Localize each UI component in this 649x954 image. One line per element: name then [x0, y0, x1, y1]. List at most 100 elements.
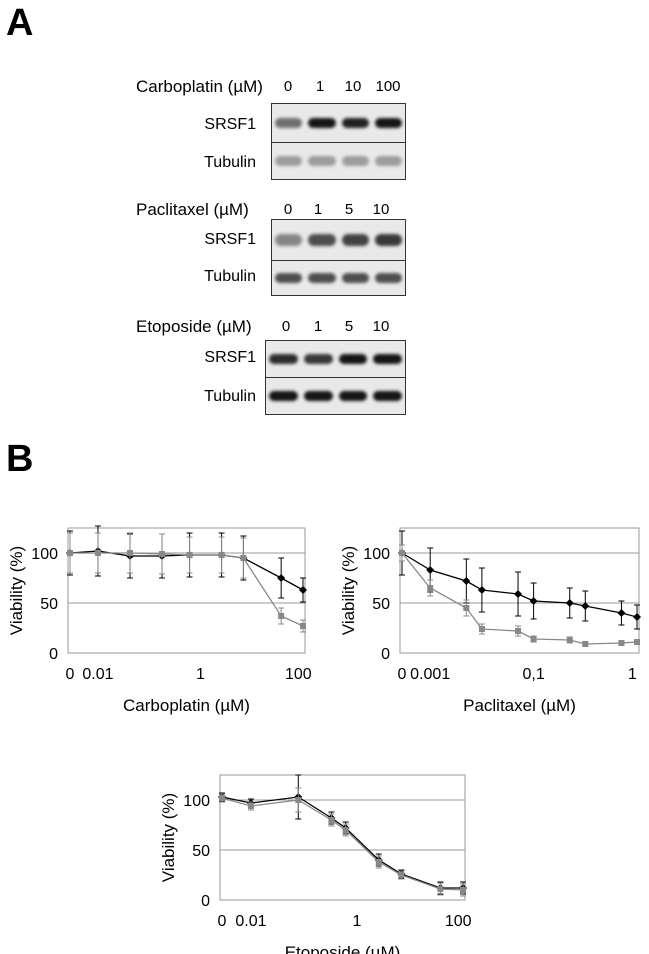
- y-tick-label: 0: [201, 893, 210, 910]
- data-point: [437, 886, 444, 892]
- series-line: [401, 552, 638, 618]
- data-point: [186, 552, 193, 558]
- blot-band: [373, 390, 402, 402]
- viability-chart-carboplatin: 0 50 100 0 0.01 1 100 Carboplatin (µM) Viability…: [7, 525, 312, 715]
- data-point: [566, 637, 573, 643]
- data-point: [300, 623, 306, 629]
- x-axis-label: Carboplatin (µM): [123, 696, 250, 715]
- data-point: [565, 599, 574, 607]
- blot-band: [308, 234, 336, 246]
- data-point: [240, 555, 247, 561]
- data-point: [219, 795, 225, 801]
- blot-etoposide-row-label: SRSF1: [204, 349, 256, 366]
- blot-band: [308, 117, 336, 129]
- data-point: [633, 613, 641, 621]
- blot-etoposide-drug-label: Etoposide (µM): [136, 317, 252, 336]
- x-tick-label: 100: [285, 666, 312, 683]
- data-point: [634, 639, 640, 645]
- y-axis-label: Viability (%): [7, 546, 26, 635]
- data-point: [299, 586, 307, 594]
- blot-etoposide-row-label: Tubulin: [204, 388, 256, 405]
- data-point: [478, 626, 485, 632]
- data-point: [398, 872, 405, 878]
- series-line: [401, 552, 638, 645]
- blot-carboplatin-row-label: SRSF1: [204, 116, 256, 133]
- data-point: [399, 550, 405, 556]
- blot-paclitaxel-srsf1-image: [271, 219, 406, 261]
- data-point: [278, 613, 285, 619]
- blot-paclitaxel-dose: 0: [283, 201, 293, 218]
- blot-band: [341, 117, 369, 129]
- blot-carboplatin-dose: 0: [283, 78, 293, 95]
- data-point: [247, 803, 254, 809]
- x-tick-label: 0.01: [82, 666, 113, 683]
- data-point: [462, 577, 471, 585]
- data-point: [582, 641, 589, 647]
- blot-etoposide-dose: 10: [372, 318, 390, 335]
- y-tick-label: 50: [192, 843, 210, 860]
- blot-paclitaxel-dose: 5: [344, 201, 354, 218]
- blot-band: [374, 117, 402, 129]
- x-tick-label: 1: [353, 913, 362, 930]
- blot-band: [341, 273, 369, 283]
- plot-frame: [219, 774, 466, 901]
- data-point: [618, 640, 625, 646]
- blot-etoposide-tubulin-image: [265, 377, 406, 415]
- x-axis-label: Paclitaxel (µM): [463, 696, 576, 715]
- data-point: [375, 859, 382, 865]
- blot-band: [275, 273, 303, 283]
- data-point: [158, 551, 165, 557]
- blot-carboplatin-drug-label: Carboplatin (µM): [136, 77, 263, 96]
- data-point: [67, 550, 73, 556]
- data-point: [342, 827, 349, 833]
- blot-band: [275, 155, 303, 167]
- data-point: [218, 552, 225, 558]
- y-tick-label: 50: [372, 596, 390, 613]
- data-point: [529, 597, 538, 605]
- blot-band: [303, 390, 333, 402]
- blot-band: [341, 234, 369, 246]
- x-axis-label: Etoposide (µM): [285, 943, 401, 954]
- data-point: [295, 797, 302, 803]
- x-tick-label: 100: [445, 913, 472, 930]
- blot-band: [275, 234, 303, 246]
- data-point: [460, 887, 466, 893]
- plot-frame: [399, 527, 640, 654]
- blot-etoposide-dose: 1: [313, 318, 323, 335]
- blot-etoposide-dose: 5: [344, 318, 354, 335]
- blot-carboplatin-tubulin-image: [271, 142, 406, 180]
- blot-etoposide-srsf1-image: [265, 340, 406, 378]
- series-line: [221, 796, 463, 889]
- blot-carboplatin-srsf1-image: [271, 103, 406, 143]
- y-tick-label: 100: [363, 546, 390, 563]
- blot-paclitaxel-dose: 10: [372, 201, 390, 218]
- data-point: [514, 590, 523, 598]
- blot-paclitaxel-drug-label: Paclitaxel (µM): [136, 200, 249, 219]
- blot-carboplatin-dose: 100: [375, 78, 401, 95]
- y-tick-label: 0: [381, 646, 390, 663]
- x-tick-label: 0,1: [522, 666, 544, 683]
- blot-paclitaxel-row-label: SRSF1: [204, 231, 256, 248]
- x-tick-label: 0: [398, 666, 407, 683]
- blot-band: [303, 353, 333, 365]
- blot-band: [269, 353, 298, 365]
- panel-b-label: B: [6, 438, 34, 480]
- x-tick-label: 1: [196, 666, 205, 683]
- data-point: [617, 609, 626, 617]
- data-point: [94, 550, 101, 556]
- blot-band: [374, 273, 402, 283]
- data-point: [581, 602, 590, 610]
- blot-band: [275, 117, 303, 129]
- blot-band: [308, 155, 336, 167]
- viability-chart-etoposide: 0 50 100 0 0.01 1 100 Etoposide (µM) Viability (…: [159, 774, 472, 954]
- series-line: [69, 550, 304, 591]
- y-axis-label: Viability (%): [159, 793, 178, 882]
- data-point: [463, 605, 470, 611]
- plot-frame: [67, 527, 306, 654]
- series-line: [70, 552, 304, 627]
- blot-band: [341, 155, 369, 167]
- blot-paclitaxel-row-label: Tubulin: [204, 268, 256, 285]
- blot-band: [269, 390, 298, 402]
- blot-carboplatin-dose: 10: [344, 78, 362, 95]
